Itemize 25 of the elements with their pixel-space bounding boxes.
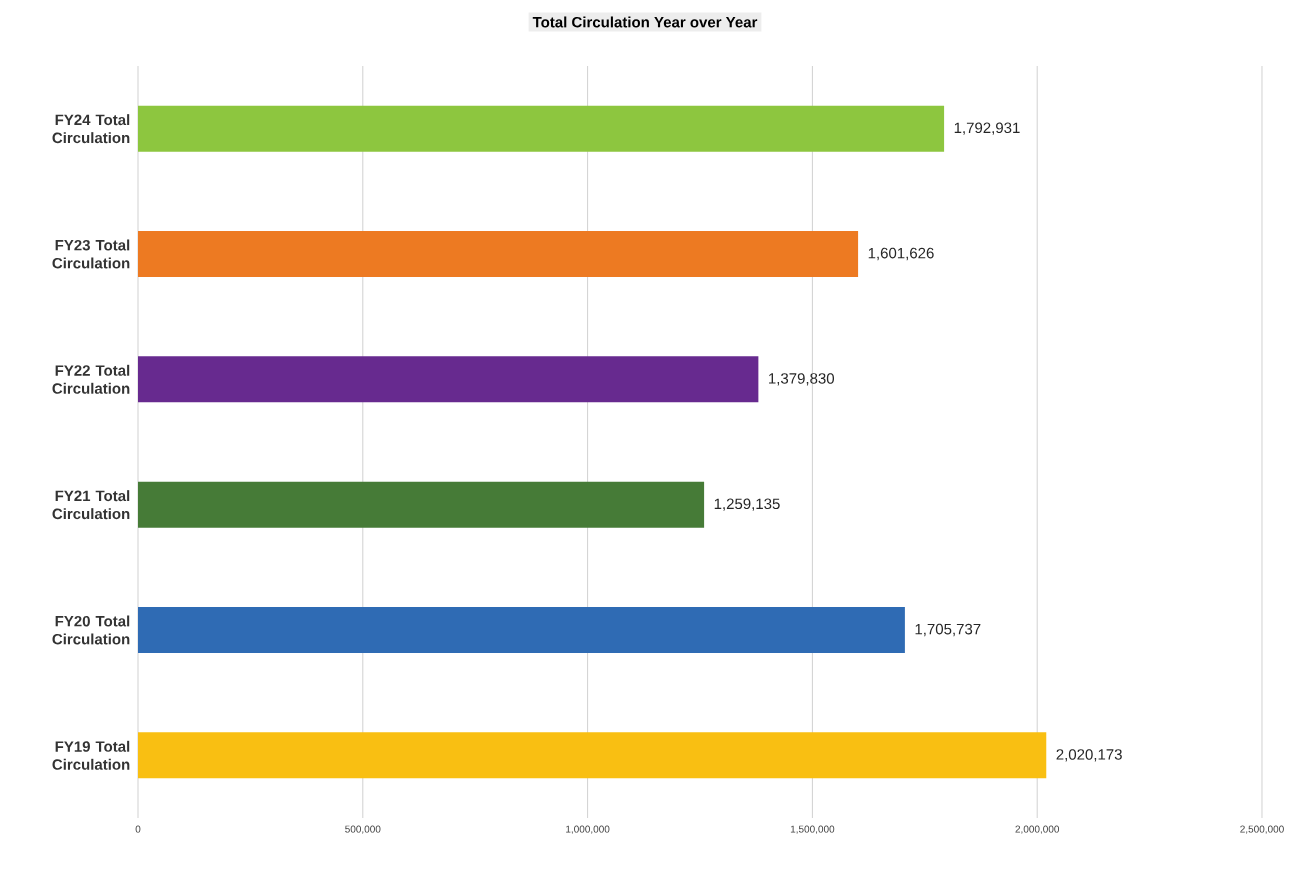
y-tick-label: FY21 Total Circulation [52, 490, 130, 520]
data-label: 1,601,626 [868, 247, 934, 261]
y-tick-label: FY20 Total Circulation [52, 615, 130, 645]
data-label: 1,259,135 [714, 498, 780, 511]
bar [138, 356, 759, 403]
x-tick-label: 1,000,000 [566, 825, 610, 834]
y-tick-label: FY19 Total Circulation [52, 740, 130, 770]
data-label: 2,020,173 [1056, 749, 1122, 762]
bar [138, 732, 1047, 779]
bar [138, 231, 859, 277]
bar [138, 481, 705, 528]
bar [138, 607, 905, 653]
bar [138, 105, 945, 152]
y-tick-label: FY22 Total Circulation [52, 364, 130, 394]
x-tick-label: 500,000 [345, 825, 381, 834]
y-tick-label: FY23 Total Circulation [52, 239, 130, 269]
data-label: 1,792,931 [954, 122, 1020, 135]
x-tick-label: 1,500,000 [790, 825, 835, 834]
chart-title: Total Circulation Year over Year [532, 16, 758, 28]
y-tick-label: FY24 Total Circulation [52, 114, 130, 144]
data-label: 1,379,830 [769, 373, 835, 386]
data-label: 1,705,737 [915, 623, 981, 637]
x-tick-label: 2,500,000 [1240, 825, 1284, 834]
x-tick-label: 0 [135, 825, 141, 833]
x-tick-label: 2,000,000 [1015, 825, 1060, 834]
